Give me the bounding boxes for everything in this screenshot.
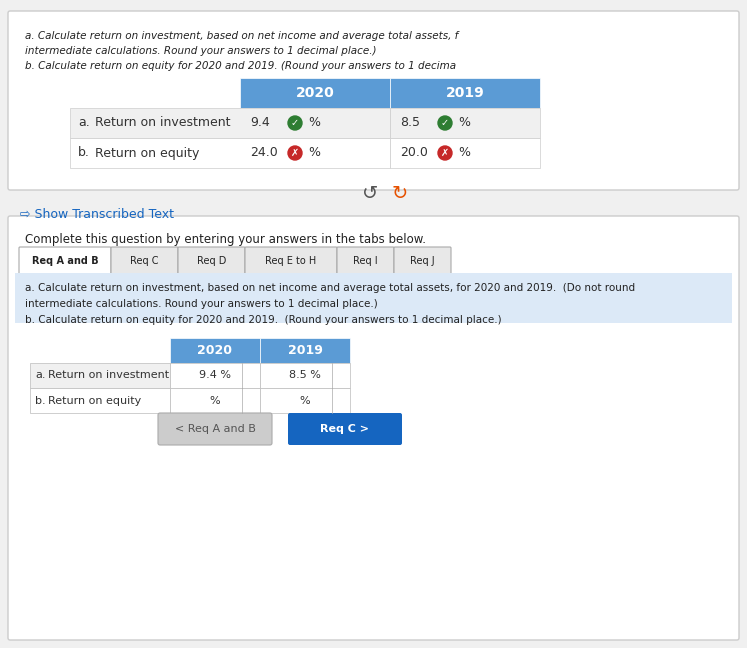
Text: ✓: ✓ (291, 118, 299, 128)
Text: a. Calculate return on investment, based on net income and average total assets,: a. Calculate return on investment, based… (25, 283, 635, 293)
Text: %: % (458, 146, 470, 159)
Text: Req J: Req J (410, 256, 435, 266)
Bar (170, 388, 260, 413)
FancyBboxPatch shape (111, 247, 178, 274)
Bar (170, 363, 260, 388)
Text: 2019: 2019 (446, 86, 484, 100)
Text: 20.0: 20.0 (400, 146, 428, 159)
Text: Req I: Req I (353, 256, 378, 266)
Circle shape (288, 146, 302, 160)
Text: Req E to H: Req E to H (265, 256, 317, 266)
Text: Return on investment: Return on investment (95, 117, 231, 130)
Text: %: % (308, 117, 320, 130)
FancyBboxPatch shape (245, 247, 337, 274)
Text: b. Calculate return on equity for 2020 and 2019. (Round your answers to 1 decima: b. Calculate return on equity for 2020 a… (25, 61, 456, 71)
Text: b. Calculate return on equity for 2020 and 2019.  (Round your answers to 1 decim: b. Calculate return on equity for 2020 a… (25, 315, 502, 325)
Text: intermediate calculations. Round your answers to 1 decimal place.): intermediate calculations. Round your an… (25, 299, 378, 309)
Text: a.: a. (78, 117, 90, 130)
Text: ✗: ✗ (441, 148, 449, 158)
Text: Return on investment: Return on investment (48, 371, 169, 380)
Bar (30, 363, 170, 388)
Bar (170, 338, 260, 363)
Text: Complete this question by entering your answers in the tabs below.: Complete this question by entering your … (25, 233, 426, 246)
Text: ✓: ✓ (441, 118, 449, 128)
FancyBboxPatch shape (19, 247, 111, 274)
FancyBboxPatch shape (8, 216, 739, 640)
Bar (240, 78, 390, 108)
Bar (15, 273, 732, 323)
Text: b.: b. (35, 395, 46, 406)
Bar (30, 388, 170, 413)
Text: Return on equity: Return on equity (48, 395, 141, 406)
Bar (70, 108, 390, 138)
Text: a. Calculate return on investment, based on net income and average total assets,: a. Calculate return on investment, based… (25, 31, 458, 41)
FancyBboxPatch shape (337, 247, 394, 274)
Text: %: % (210, 395, 220, 406)
Bar (260, 338, 350, 363)
Circle shape (438, 146, 452, 160)
Text: 24.0: 24.0 (250, 146, 278, 159)
Text: 8.5 %: 8.5 % (289, 371, 321, 380)
FancyBboxPatch shape (288, 413, 402, 445)
Text: b.: b. (78, 146, 90, 159)
Text: < Req A and B: < Req A and B (175, 424, 255, 434)
Bar (260, 363, 350, 388)
Text: a.: a. (35, 371, 46, 380)
Text: 2019: 2019 (288, 344, 323, 357)
Bar (390, 78, 540, 108)
Text: 2020: 2020 (296, 86, 335, 100)
Text: ✗: ✗ (291, 148, 299, 158)
Circle shape (288, 116, 302, 130)
FancyBboxPatch shape (394, 247, 451, 274)
Bar (260, 388, 350, 413)
Text: 8.5: 8.5 (400, 117, 420, 130)
FancyBboxPatch shape (8, 11, 739, 190)
Text: Return on equity: Return on equity (95, 146, 199, 159)
Text: 9.4: 9.4 (250, 117, 270, 130)
Text: Req C: Req C (130, 256, 159, 266)
Text: ↻: ↻ (392, 185, 408, 203)
Text: Req C >: Req C > (320, 424, 370, 434)
Bar (390, 138, 540, 168)
Circle shape (438, 116, 452, 130)
Text: Req A and B: Req A and B (31, 256, 99, 266)
Text: %: % (458, 117, 470, 130)
Bar (390, 108, 540, 138)
Text: %: % (300, 395, 310, 406)
Text: Req D: Req D (196, 256, 226, 266)
Text: 2020: 2020 (197, 344, 232, 357)
Text: %: % (308, 146, 320, 159)
FancyBboxPatch shape (158, 413, 272, 445)
Text: ↺: ↺ (362, 185, 378, 203)
Text: ⇨ Show Transcribed Text: ⇨ Show Transcribed Text (20, 208, 174, 221)
Text: 9.4 %: 9.4 % (199, 371, 231, 380)
FancyBboxPatch shape (178, 247, 245, 274)
Bar (70, 138, 390, 168)
Text: intermediate calculations. Round your answers to 1 decimal place.): intermediate calculations. Round your an… (25, 46, 376, 56)
